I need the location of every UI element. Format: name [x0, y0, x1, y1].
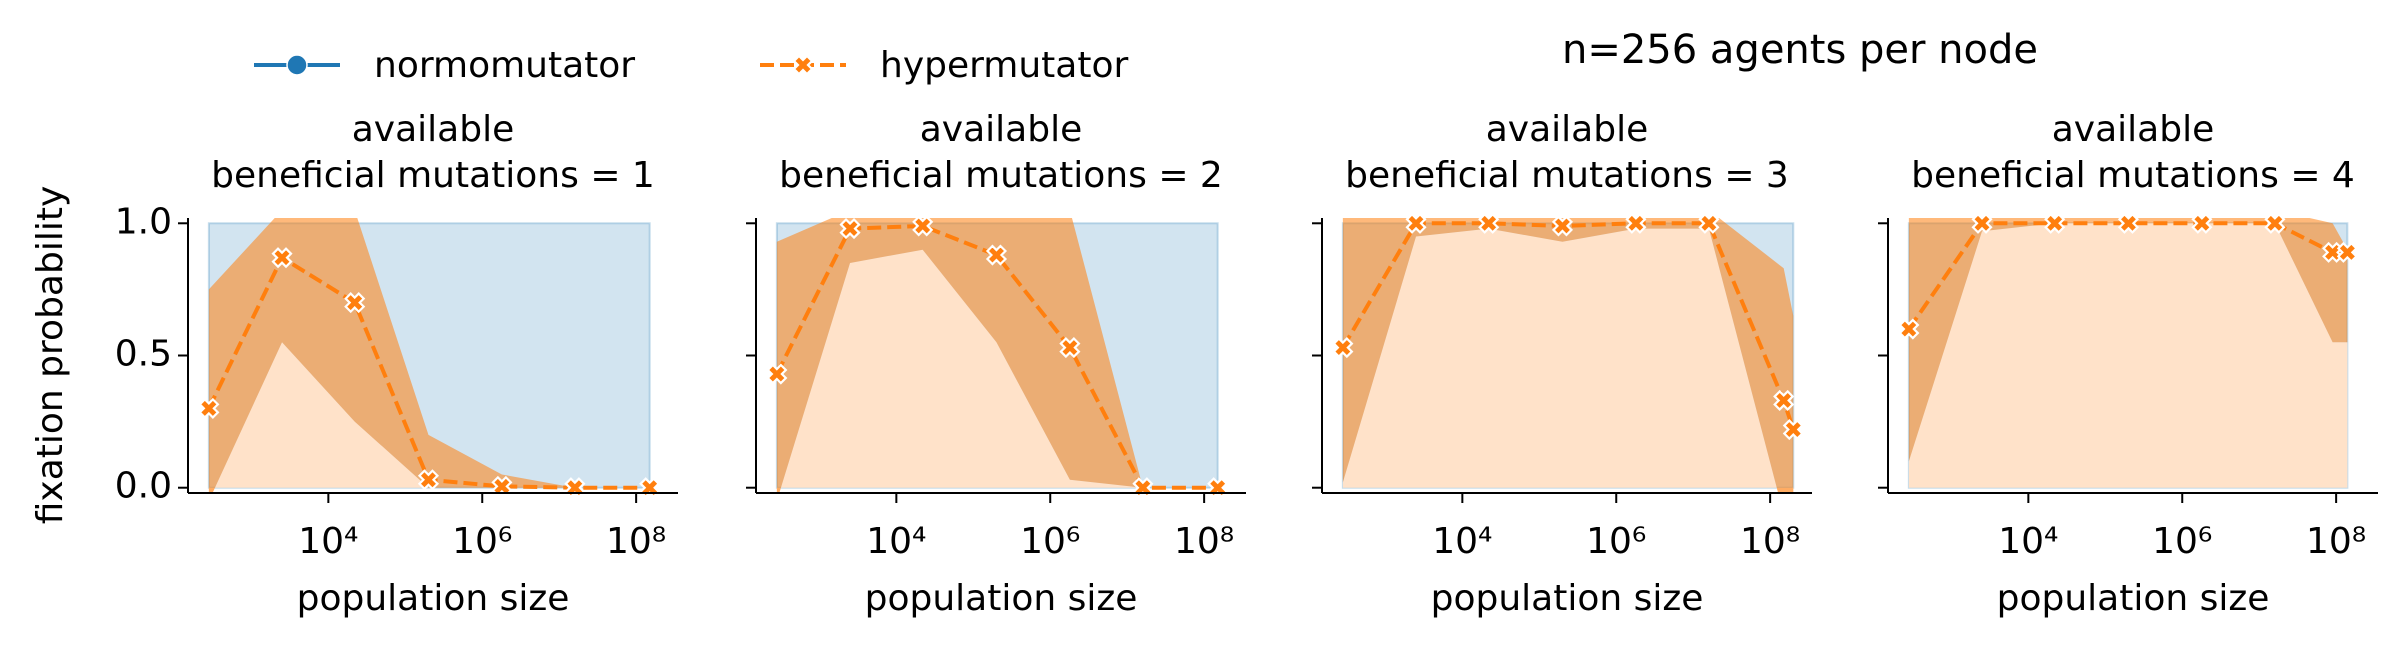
legend-label: hypermutator [880, 45, 1128, 86]
figure-title: n=256 agents per node [1562, 27, 2038, 73]
ci-band [776, 218, 1218, 493]
ci-lower-fill [208, 342, 650, 493]
panel-title: available [1486, 109, 1649, 150]
marker [1551, 215, 1574, 237]
y-axis-label: fixation probability [30, 186, 71, 525]
panel-title: available [920, 109, 1083, 150]
marker [2191, 212, 2213, 234]
panel-title: beneficial mutations = 3 [1345, 155, 1789, 196]
x-tick-label: 10⁶ [1020, 521, 1080, 562]
x-tick-label: 10⁶ [2152, 521, 2212, 562]
legend-marker [286, 54, 308, 76]
legend-label: normomutator [374, 45, 635, 86]
ci-lower-fill [1908, 223, 2348, 488]
plot-area [1341, 218, 1795, 493]
marker [839, 218, 861, 240]
marker [2044, 212, 2066, 234]
panel-title: beneficial mutations = 1 [211, 155, 655, 196]
marker [912, 215, 934, 237]
marker [1478, 212, 1500, 234]
series-line [1907, 221, 2348, 331]
panel-title: beneficial mutations = 2 [779, 155, 1223, 196]
x-tick-label: 10⁶ [452, 521, 512, 562]
marker [1782, 418, 1804, 441]
marker [1207, 477, 1229, 499]
panel: available beneficial mutations = 3 populat… [1312, 109, 1812, 619]
marker [2264, 212, 2286, 234]
ci-band [1342, 218, 1794, 493]
marker [1773, 389, 1795, 412]
marker [1059, 337, 1081, 359]
marker [985, 244, 1008, 266]
marker [792, 54, 814, 76]
ci-band [1908, 218, 2348, 462]
x-tick-label: 10⁸ [1740, 521, 1800, 562]
ci-band [208, 218, 650, 493]
panel: available beneficial mutations = 2 populat… [746, 109, 1246, 619]
marker [198, 397, 220, 419]
y-tick-label: 0.0 [115, 466, 172, 507]
marker [2117, 212, 2140, 234]
x-tick-label: 10⁴ [1998, 521, 2058, 562]
x-tick-label: 10⁴ [298, 521, 358, 562]
x-axis-label: population size [865, 578, 1138, 619]
series-line [1341, 221, 1796, 431]
panel-title: beneficial mutations = 4 [1911, 155, 2355, 196]
marker [1698, 212, 1720, 234]
x-tick-label: 10⁶ [1586, 521, 1646, 562]
marker [2322, 241, 2344, 263]
marker [271, 247, 293, 269]
marker [344, 292, 366, 314]
marker [1625, 212, 1647, 234]
marker [1898, 318, 1920, 340]
marker [1971, 212, 1993, 234]
x-tick-label: 10⁸ [606, 521, 666, 562]
marker [564, 477, 586, 499]
x-axis-label: population size [297, 578, 570, 619]
y-tick-label: 1.0 [115, 201, 172, 242]
marker [1132, 477, 1154, 499]
x-tick-label: 10⁸ [2306, 521, 2366, 562]
plot-area [1907, 218, 2349, 489]
marker [766, 363, 788, 385]
x-tick-label: 10⁴ [1432, 521, 1492, 562]
panel: available beneficial mutations = 1 populat… [115, 109, 678, 619]
panel-title: available [352, 109, 515, 150]
x-tick-label: 10⁸ [1174, 521, 1234, 562]
plot-area [775, 218, 1219, 493]
marker [491, 475, 513, 497]
panel-title: available [2052, 109, 2215, 150]
marker [417, 469, 440, 491]
ci-lower-fill [1342, 228, 1794, 493]
x-axis-label: population size [1431, 578, 1704, 619]
panel: available beneficial mutations = 4 populat… [1878, 109, 2378, 619]
marker [1405, 212, 1427, 234]
ci-lower-fill [776, 249, 1218, 493]
x-tick-label: 10⁴ [866, 521, 926, 562]
y-tick-label: 0.5 [115, 334, 172, 375]
marker [1332, 337, 1354, 359]
marker [2336, 241, 2358, 263]
marker [639, 477, 661, 499]
x-axis-label: population size [1997, 578, 2270, 619]
